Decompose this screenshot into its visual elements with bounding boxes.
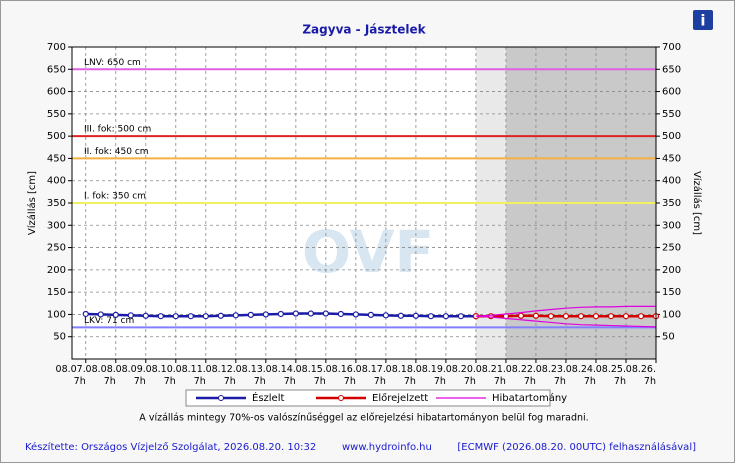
data-point bbox=[113, 312, 118, 317]
y2-tick-label: 350 bbox=[662, 198, 681, 209]
legend-label: Hibatartomány bbox=[492, 392, 567, 404]
data-point bbox=[293, 311, 298, 316]
y2-tick-label: 400 bbox=[662, 176, 681, 187]
threshold-label: I. fok: 350 cm bbox=[84, 192, 146, 202]
data-point bbox=[458, 314, 463, 319]
y-tick-label: 200 bbox=[47, 265, 66, 276]
y-tick-label: 350 bbox=[47, 198, 66, 209]
data-point bbox=[233, 313, 238, 318]
y2-axis-label: Vízállás [cm] bbox=[691, 171, 703, 235]
threshold-label: II. fok: 450 cm bbox=[84, 147, 149, 157]
y2-tick-label: 250 bbox=[662, 243, 681, 254]
data-point bbox=[248, 312, 253, 317]
y-tick-label: 450 bbox=[47, 153, 66, 164]
legend-marker bbox=[219, 396, 224, 401]
y2-tick-label: 650 bbox=[662, 64, 681, 75]
y-tick-label: 100 bbox=[47, 309, 66, 320]
y-axis-label: Vízállás [cm] bbox=[26, 171, 38, 235]
y-tick-label: 600 bbox=[47, 87, 66, 98]
data-point bbox=[488, 314, 493, 319]
data-point bbox=[278, 311, 283, 316]
data-point bbox=[443, 314, 448, 319]
legend-label: Előrejelzett bbox=[372, 392, 428, 404]
y2-tick-label: 100 bbox=[662, 309, 681, 320]
data-point bbox=[563, 314, 568, 319]
data-point bbox=[353, 312, 358, 317]
y2-tick-label: 550 bbox=[662, 109, 681, 120]
legend-marker bbox=[339, 396, 344, 401]
y2-tick-label: 700 bbox=[662, 42, 681, 53]
data-point bbox=[413, 313, 418, 318]
data-point bbox=[308, 311, 313, 316]
y-tick-label: 400 bbox=[47, 176, 66, 187]
y-tick-label: 150 bbox=[47, 287, 66, 298]
data-point bbox=[173, 314, 178, 319]
threshold-label: III. fok: 500 cm bbox=[84, 125, 151, 135]
y2-tick-label: 200 bbox=[662, 265, 681, 276]
data-point bbox=[593, 314, 598, 319]
note: A vízállás mintegy 70%-os valószínűségge… bbox=[139, 413, 588, 424]
svg-text:i: i bbox=[700, 12, 705, 30]
y2-tick-label: 500 bbox=[662, 131, 681, 142]
data-point bbox=[428, 314, 433, 319]
y2-tick-label: 600 bbox=[662, 87, 681, 98]
info-icon[interactable]: i bbox=[693, 10, 713, 30]
chart-title: Zagyva - Jásztelek bbox=[302, 23, 426, 37]
data-point bbox=[143, 313, 148, 318]
data-point bbox=[98, 312, 103, 317]
footer-link[interactable]: www.hydroinfo.hu bbox=[342, 442, 432, 453]
footer-author: Készítette: Országos Vízjelző Szolgálat,… bbox=[25, 441, 316, 453]
y-tick-label: 550 bbox=[47, 109, 66, 120]
legend-label: Észlelt bbox=[252, 391, 284, 404]
data-point bbox=[533, 313, 538, 318]
data-point bbox=[83, 311, 88, 316]
data-point bbox=[518, 313, 523, 318]
threshold-label: LNV: 650 cm bbox=[84, 58, 141, 68]
y-tick-label: 50 bbox=[53, 332, 66, 343]
data-point bbox=[188, 314, 193, 319]
data-point bbox=[623, 314, 628, 319]
threshold-label: LKV: 71 cm bbox=[84, 316, 134, 326]
y2-tick-label: 50 bbox=[662, 332, 675, 343]
watermark: OVF bbox=[302, 218, 434, 286]
y-tick-label: 700 bbox=[47, 42, 66, 53]
data-point bbox=[368, 312, 373, 317]
data-point bbox=[128, 313, 133, 318]
data-point bbox=[638, 314, 643, 319]
y-tick-label: 250 bbox=[47, 243, 66, 254]
data-point bbox=[548, 314, 553, 319]
data-point bbox=[398, 313, 403, 318]
data-point bbox=[263, 312, 268, 317]
data-point bbox=[338, 311, 343, 316]
y-tick-label: 300 bbox=[47, 220, 66, 231]
data-point bbox=[608, 314, 613, 319]
data-point bbox=[158, 314, 163, 319]
data-point bbox=[218, 313, 223, 318]
y-tick-label: 650 bbox=[47, 64, 66, 75]
y-tick-label: 500 bbox=[47, 131, 66, 142]
data-point bbox=[578, 314, 583, 319]
y2-tick-label: 300 bbox=[662, 220, 681, 231]
y2-tick-label: 150 bbox=[662, 287, 681, 298]
y2-tick-label: 450 bbox=[662, 153, 681, 164]
data-point bbox=[203, 314, 208, 319]
data-point bbox=[323, 311, 328, 316]
footer-source: [ECMWF (2026.08.20. 00UTC) felhasználásá… bbox=[457, 441, 696, 453]
data-point bbox=[383, 313, 388, 318]
